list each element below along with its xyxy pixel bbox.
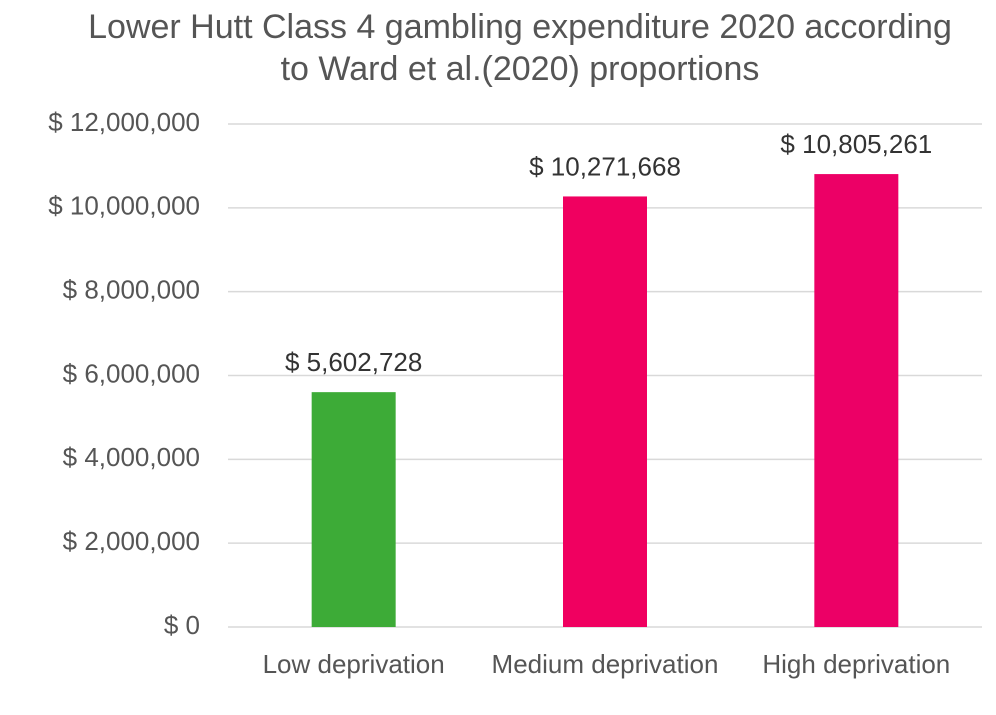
- chart-title: Lower Hutt Class 4 gambling expenditure …: [88, 8, 952, 88]
- data-label: $ 5,602,728: [285, 347, 422, 377]
- x-tick-label: Low deprivation: [262, 649, 445, 679]
- bar: [311, 392, 396, 627]
- y-tick-label: $ 10,000,000: [48, 191, 200, 221]
- y-tick-label: $ 12,000,000: [48, 107, 200, 137]
- data-label: $ 10,805,261: [780, 129, 932, 159]
- y-tick-label: $ 8,000,000: [63, 275, 200, 305]
- bar: [814, 174, 899, 628]
- bar: [563, 196, 647, 627]
- x-tick-label: High deprivation: [762, 649, 951, 679]
- x-tick-label: Medium deprivation: [491, 649, 719, 679]
- y-tick-label: $ 6,000,000: [63, 358, 200, 388]
- y-tick-label: $ 0: [164, 610, 200, 640]
- y-tick-label: $ 2,000,000: [63, 526, 200, 556]
- y-tick-label: $ 4,000,000: [63, 442, 200, 472]
- data-label: $ 10,271,668: [529, 151, 681, 181]
